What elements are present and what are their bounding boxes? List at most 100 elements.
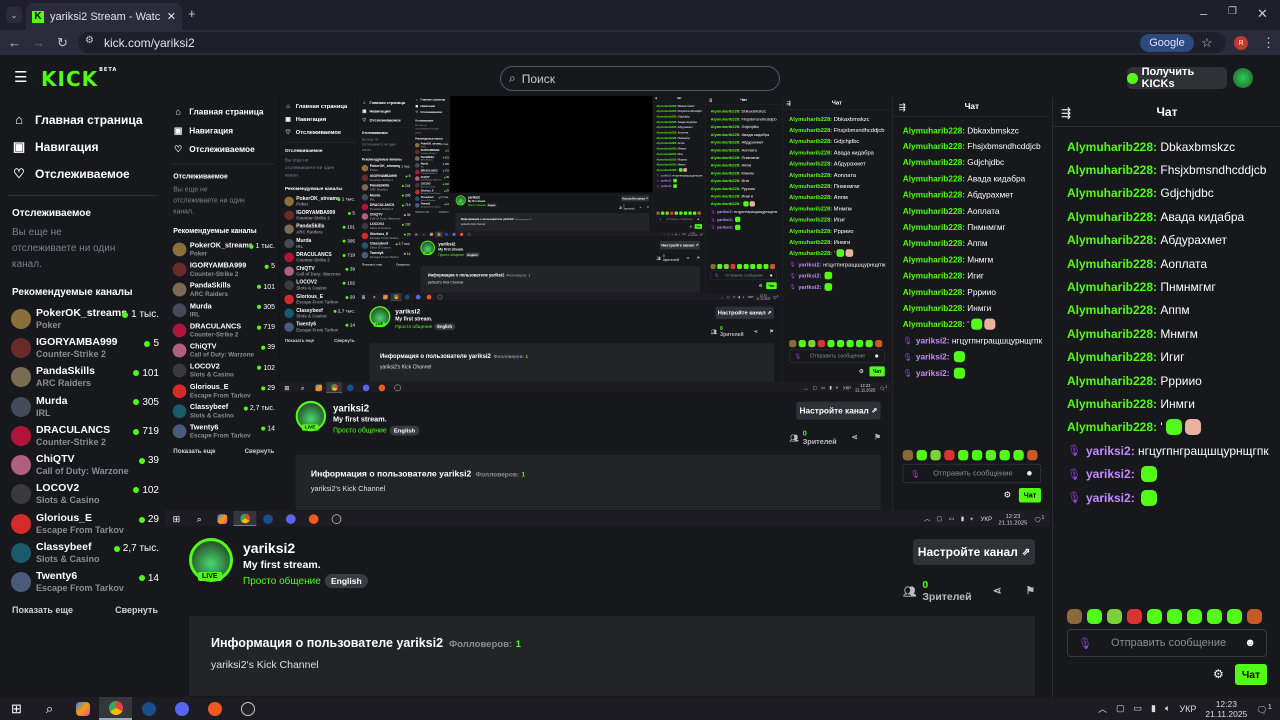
volume-icon[interactable]: 🔈︎ [1165,703,1171,713]
site-settings-icon[interactable]: ⚙ [85,35,94,46]
tab-search-icon[interactable]: ⌄ [6,7,22,23]
chat-username[interactable]: yariksi2 [1085,467,1131,482]
chat-message[interactable]: 🎙︎ yariksi2: [1067,486,1279,509]
recommended-channel[interactable]: Classybeef Slots & Casino 2,7 тыс. [0,538,165,567]
user-avatar[interactable] [1233,68,1253,88]
input-language[interactable]: УКР [1179,703,1197,714]
chat-message[interactable]: Alymuharib228: Пнмнмгмг [1067,280,1216,295]
search-input[interactable]: ⌕ Поиск [500,66,780,91]
emote-icon[interactable] [1167,609,1182,624]
chat-message[interactable]: Alymuharib228: ' [1067,416,1279,439]
sidebar-item-browse[interactable]: ▣ Навигация [0,133,165,160]
chat-message[interactable]: Alymuharib228: Аоплата [1067,256,1208,271]
close-tab-icon[interactable]: ✕ [166,11,176,23]
url-field[interactable]: ⚙ kick.com/yariksi2 [78,32,1226,53]
forward-icon[interactable]: → [32,35,45,50]
camera-icon[interactable]: ▢ [1116,703,1125,713]
sidebar-item-home[interactable]: ⌂ Главная страница [0,106,165,133]
chat-settings-icon[interactable]: ⚙ [1213,667,1224,681]
chat-username[interactable]: Alymuharib228 [1067,373,1154,388]
profile-avatar[interactable]: R [1234,36,1248,50]
copilot-icon[interactable] [66,697,99,720]
chrome-icon[interactable] [99,697,132,720]
chat-message[interactable]: Alymuharib228: Мнмгм [1067,326,1198,341]
send-chat-button[interactable]: Чат [1235,664,1267,685]
chat-username[interactable]: Alymuharib228 [1067,420,1154,435]
chat-message[interactable]: Alymuharib228: Игиг [1067,350,1185,365]
new-tab-icon[interactable]: + [188,6,196,21]
chat-message[interactable]: Alymuharib228: Fhsjxbmsndhcddjcb [1067,163,1267,178]
chat-username[interactable]: Alymuharib228 [1067,326,1154,341]
language-tag[interactable]: English [325,574,368,588]
start-icon[interactable]: ⊞ [11,700,22,716]
recommended-channel[interactable]: ChiQTV Call of Duty: Warzone 39 [0,450,165,479]
emote-icon[interactable] [1127,609,1142,624]
emote-icon[interactable] [1207,609,1222,624]
chat-username[interactable]: Alymuharib228 [1067,396,1154,411]
recommended-channel[interactable]: PokerOK_streams Poker 1 тыс. [0,304,165,333]
mic-tray-icon[interactable]: ▮ [1151,703,1156,713]
chat-username[interactable]: yariksi2 [1085,443,1131,458]
chat-username[interactable]: yariksi2 [1085,490,1131,505]
collapse-link[interactable]: Свернуть [115,604,158,615]
sidebar-item-following[interactable]: ♡ Отслеживаемое [0,160,165,187]
recommended-channel[interactable]: DRACULANCS Counter-Strike 2 719 [0,421,165,450]
stream-category[interactable]: Просто общение [243,576,321,587]
chat-message[interactable]: 🎙︎ yariksi2: [1067,462,1279,485]
chat-username[interactable]: Alymuharib228 [1067,163,1154,178]
channel-name[interactable]: yariksi2 [243,540,296,556]
chat-message[interactable]: Alymuharib228: Gdjchjdbc [1067,186,1214,201]
video-player[interactable]: ⌄ K yariksi2 Stream - Watch Live on Kick… [165,96,1050,526]
chat-username[interactable]: Alymuharib228 [1067,350,1154,365]
chat-input[interactable]: 🎙︎ Отправить сообщение ☻ [1067,629,1267,657]
chat-username[interactable]: Alymuharib228 [1067,139,1154,154]
chat-message[interactable]: 🎙︎ yariksi2: нгцугпнгращшцурнщгпк [1067,443,1269,458]
emote-icon[interactable] [1147,609,1162,624]
clock[interactable]: 12:23 21.11.2025 [1205,699,1247,719]
emote-icon[interactable] [1107,609,1122,624]
emote-icon[interactable] [1187,609,1202,624]
show-more-link[interactable]: Показать еще [12,604,73,615]
steam-icon[interactable] [132,697,165,720]
bookmark-star-icon[interactable]: ☆ [1201,35,1213,50]
hamburger-menu-icon[interactable]: ☰ [14,69,28,86]
emote-icon[interactable] [1087,609,1102,624]
emote-icon[interactable] [1067,609,1082,624]
recommended-channel[interactable]: Glorious_E Escape From Tarkov 29 [0,509,165,538]
discord-icon[interactable] [165,697,198,720]
emote-icon[interactable] [1227,609,1242,624]
chat-message[interactable]: Alymuharib228: Ррриио [1067,373,1202,388]
close-window-icon[interactable]: ✕ [1257,6,1268,21]
chat-username[interactable]: Alymuharib228 [1067,186,1154,201]
menu-dots-icon[interactable]: ⋮ [1262,35,1275,50]
chat-username[interactable]: Alymuharib228 [1067,303,1154,318]
recommended-channel[interactable]: Murda IRL 305 [0,392,165,421]
restore-icon[interactable]: ❐ [1228,6,1237,17]
ea-icon[interactable] [198,697,231,720]
setup-channel-button[interactable]: Настройте канал ⇗ [913,539,1035,565]
chat-message[interactable]: Alymuharib228: Инмги [1067,396,1195,411]
emoji-icon[interactable]: ☻ [1244,637,1256,649]
minimize-icon[interactable]: – [1200,6,1208,21]
chat-username[interactable]: Alymuharib228 [1067,209,1154,224]
network-icon[interactable]: ▭ [1133,703,1143,713]
chat-message[interactable]: Alymuharib228: Абдурахмет [1067,233,1227,248]
chat-message[interactable]: Alymuharib228: Авада кидабра [1067,209,1245,224]
kick-logo[interactable]: KICKBETA [41,67,117,91]
chat-username[interactable]: Alymuharib228 [1067,233,1154,248]
user-settings-icon[interactable]: ⚑ [1025,585,1035,597]
notifications-icon[interactable]: 🗨︎1 [1256,701,1272,715]
taskbar-search-icon[interactable]: ⌕ [45,700,54,716]
chat-message[interactable]: Alymuharib228: Dbkaxbmskzc [1067,139,1236,154]
chat-username[interactable]: Alymuharib228 [1067,280,1154,295]
reload-icon[interactable]: ↻ [57,35,68,50]
recommended-channel[interactable]: LOCOV2 Slots & Casino 102 [0,480,165,509]
emote-icon[interactable] [1247,609,1262,624]
chat-username[interactable]: Alymuharib228 [1067,256,1154,271]
recommended-channel[interactable]: PandaSkills ARC Raiders 101 [0,363,165,392]
obs-icon[interactable] [231,697,264,720]
get-kicks-button[interactable]: Получить KICKs [1127,66,1227,90]
recommended-channel[interactable]: IGORYAMBA999 Counter-Strike 2 5 [0,333,165,362]
chat-message[interactable]: Alymuharib228: Аппм [1067,303,1190,318]
browser-tab[interactable]: K yariksi2 Stream - Watch Live on Kick ✕ [26,3,182,30]
